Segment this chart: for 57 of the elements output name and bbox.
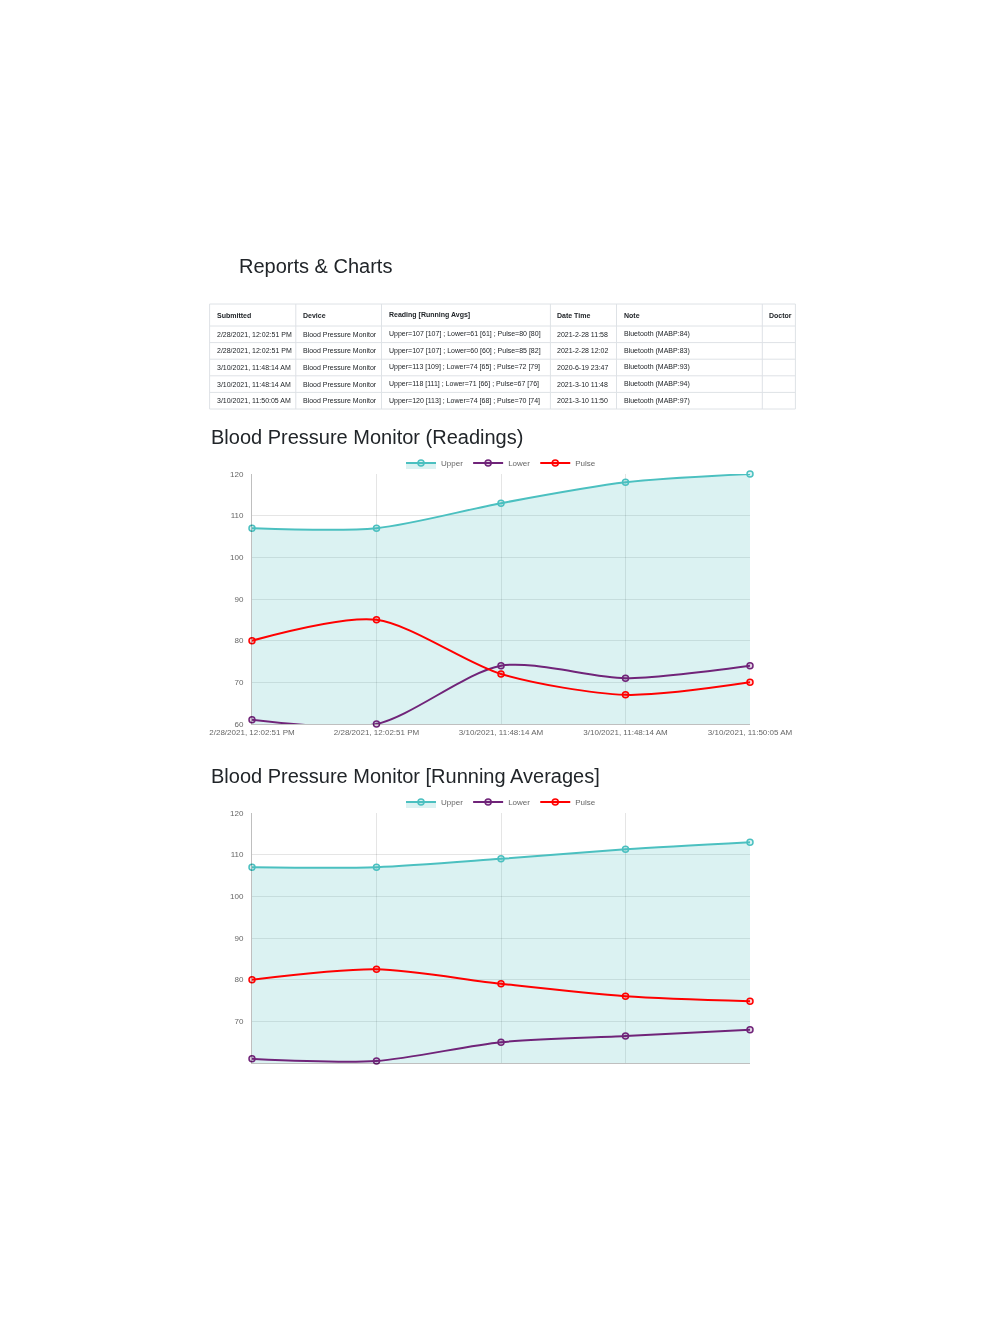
y-tick-label: 60 xyxy=(234,719,244,729)
legend-label: Upper xyxy=(441,798,464,808)
point xyxy=(248,716,256,724)
y-tick-label: 120 xyxy=(230,469,244,479)
point xyxy=(746,838,754,846)
point xyxy=(497,855,505,863)
point xyxy=(372,524,381,532)
x-tick-label: 3/10/2021, 11:50:05 AM xyxy=(707,727,793,737)
point xyxy=(621,1032,630,1040)
point xyxy=(497,980,505,988)
y-tick-label: 70 xyxy=(234,678,244,688)
point xyxy=(497,670,505,678)
point xyxy=(372,616,381,624)
point xyxy=(746,997,754,1006)
y-tick-label: 110 xyxy=(230,850,244,860)
y-tick-label: 120 xyxy=(230,808,244,818)
point xyxy=(621,845,630,853)
x-tick-label: 3/10/2021, 11:48:14 AM xyxy=(583,727,669,737)
point xyxy=(248,863,256,871)
point xyxy=(372,1057,381,1065)
point xyxy=(746,678,754,687)
point xyxy=(746,470,754,478)
y-tick-label: 100 xyxy=(230,553,244,563)
point xyxy=(372,863,381,871)
legend-label: Pulse xyxy=(575,459,596,469)
point xyxy=(621,674,630,682)
point xyxy=(372,720,381,728)
legend-label: Pulse xyxy=(575,798,596,808)
legend-label: Lower xyxy=(508,459,531,469)
y-tick-label: 90 xyxy=(234,594,244,604)
y-tick-label: 110 xyxy=(230,511,244,521)
point xyxy=(248,975,256,984)
chart-title: Blood Pressure Monitor (Readings) xyxy=(211,426,524,448)
point xyxy=(248,524,256,532)
legend-label: Lower xyxy=(508,798,531,808)
y-tick-label: 80 xyxy=(234,975,244,985)
y-tick-label: 100 xyxy=(230,892,244,902)
y-tick-label: 80 xyxy=(234,636,244,646)
text: Reports & Charts xyxy=(239,255,393,277)
point xyxy=(746,661,754,670)
chart-title: Blood Pressure Monitor [Running Averages] xyxy=(211,765,600,787)
y-tick-label: 70 xyxy=(234,1017,244,1027)
point xyxy=(746,1025,754,1034)
point xyxy=(621,691,630,699)
point xyxy=(248,636,256,645)
point xyxy=(497,661,505,670)
x-tick-label: 2/28/2021, 12:02:51 PM xyxy=(209,727,296,737)
point xyxy=(248,1055,256,1063)
x-tick-label: 3/10/2021, 11:48:14 AM xyxy=(458,727,544,737)
x-tick-label: 2/28/2021, 12:02:51 PM xyxy=(333,727,420,737)
y-tick-label: 90 xyxy=(234,933,244,943)
point xyxy=(621,478,630,487)
point xyxy=(621,992,630,1001)
point xyxy=(497,499,505,507)
point xyxy=(497,1038,505,1046)
point xyxy=(372,965,381,973)
legend-label: Upper xyxy=(441,459,464,469)
